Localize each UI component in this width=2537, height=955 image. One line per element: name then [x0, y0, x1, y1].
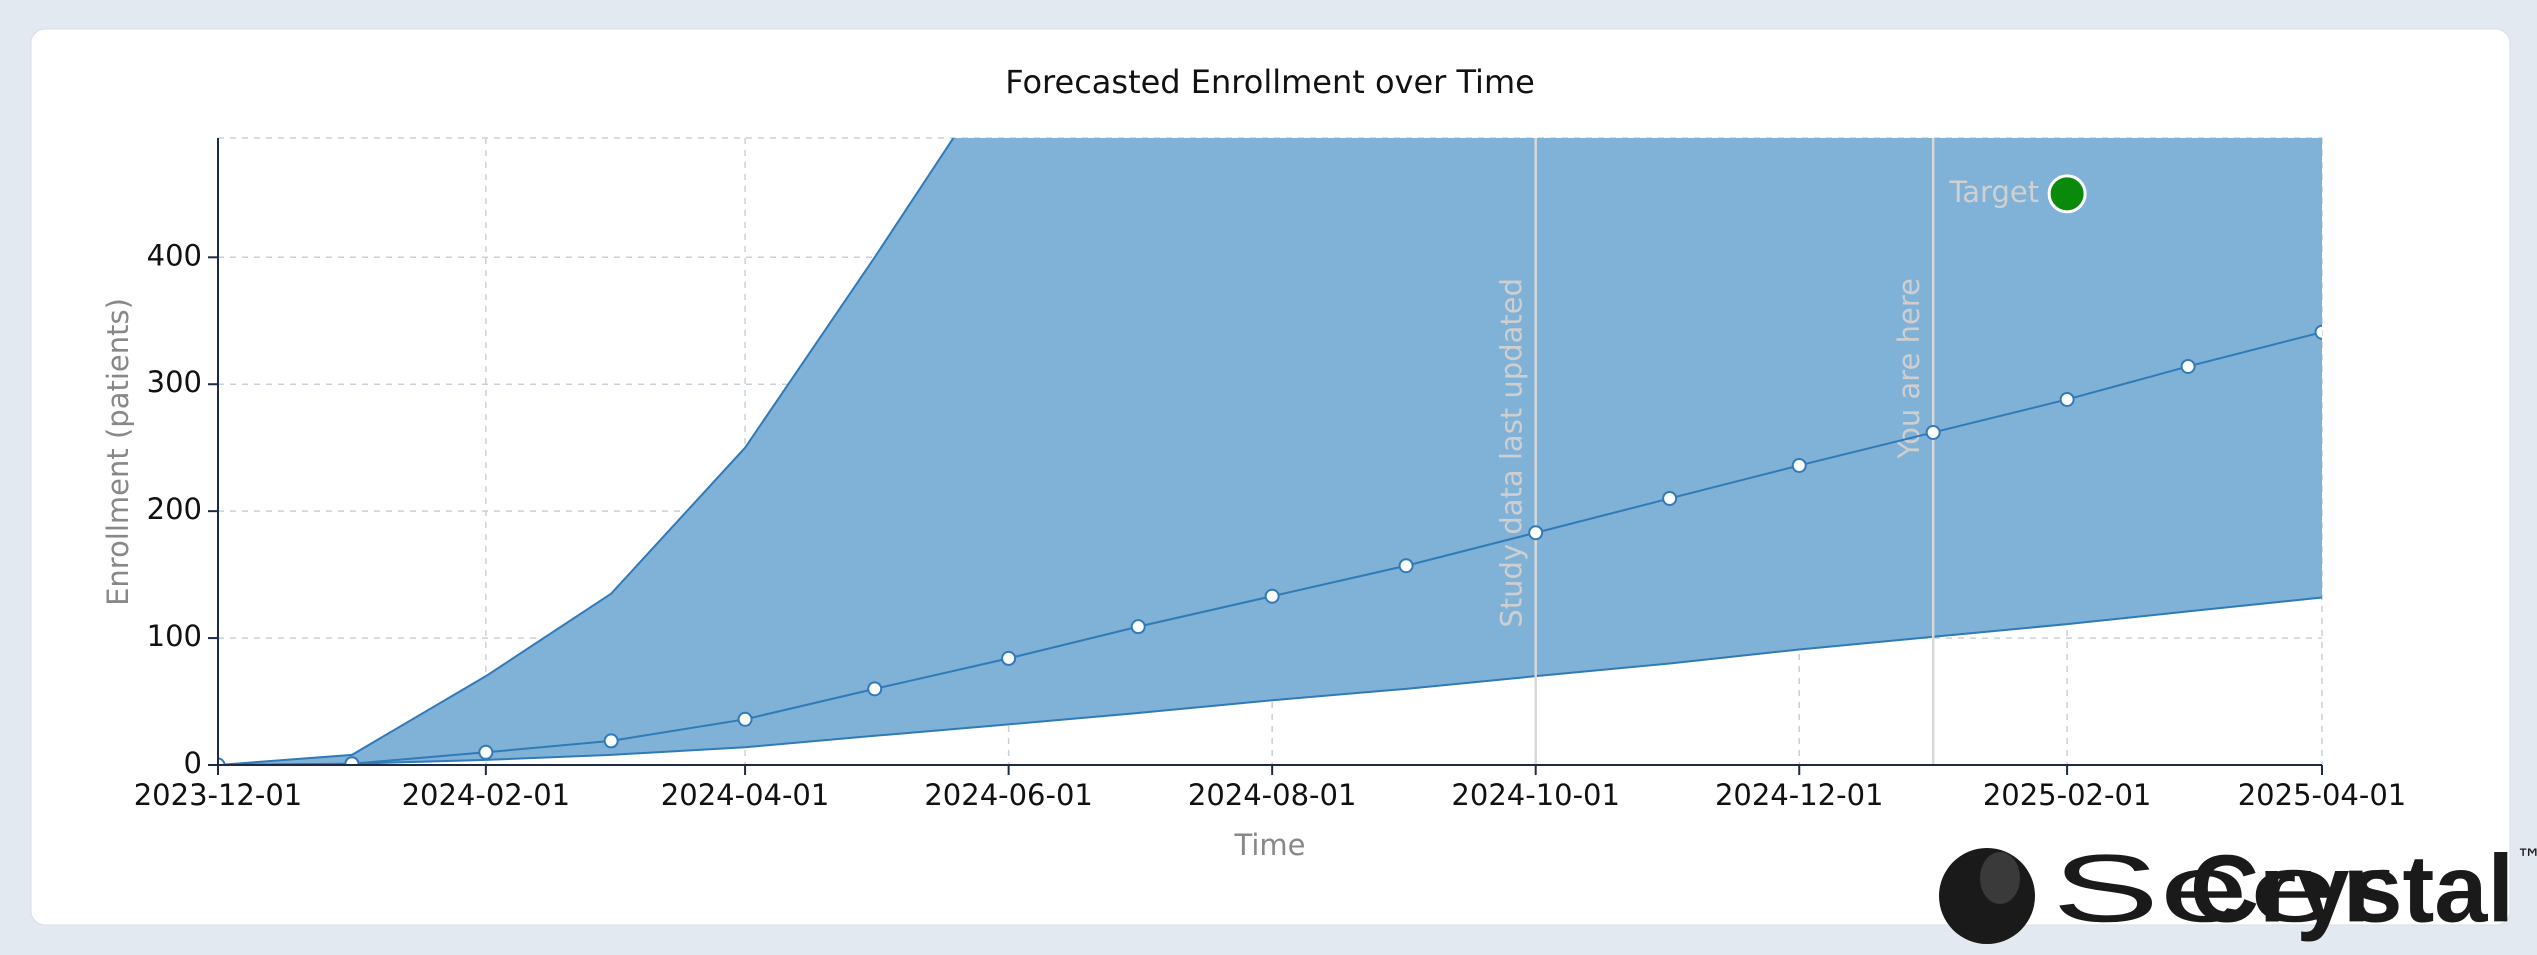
median-point	[344, 756, 360, 765]
x-tick-label: 2025-02-01	[1983, 778, 2152, 812]
annotation-label: You are here	[1892, 278, 1926, 460]
y-tick-label: 0	[184, 746, 202, 780]
median-point	[2059, 391, 2075, 407]
median-point	[478, 744, 494, 760]
median-point	[2180, 358, 2196, 374]
median-point	[603, 733, 619, 749]
forecast-band	[218, 138, 2322, 765]
clipped-layer: Study data last updated You are here Targe…	[218, 138, 2322, 765]
median-point	[218, 757, 226, 765]
logo-highlight	[1980, 852, 2020, 904]
median-point	[867, 681, 883, 697]
logo: Seer Crystal ™	[1939, 835, 2537, 944]
target-label: Target	[1948, 175, 2039, 209]
target-marker	[2047, 174, 2087, 214]
annotation-label: Study data last updated	[1495, 278, 1529, 628]
median-point	[1925, 424, 1941, 440]
x-tick-label: 2024-12-01	[1715, 778, 1884, 812]
median-point	[1791, 457, 1807, 473]
y-tick-label: 200	[147, 492, 202, 526]
median-point	[1662, 490, 1678, 506]
logo-trademark: ™	[2516, 845, 2537, 875]
median-point	[1001, 650, 1017, 666]
logo-text-bold: Crystal	[2190, 835, 2514, 942]
x-tick-label: 2024-06-01	[924, 778, 1093, 812]
y-tick-label: 300	[147, 365, 202, 399]
median-point	[1398, 558, 1414, 574]
x-tick-label: 2024-08-01	[1188, 778, 1357, 812]
plot-area: 0 100 200 300 400 2023-12-01 2024-02-01 2024-04…	[134, 137, 2407, 812]
median-point	[1130, 619, 1146, 635]
median-point	[1528, 525, 1544, 541]
x-tick-label: 2023-12-01	[134, 778, 303, 812]
x-tick-label: 2024-10-01	[1451, 778, 1620, 812]
chart-title: Forecasted Enrollment over Time	[1005, 63, 1535, 101]
x-tick-label: 2024-02-01	[402, 778, 571, 812]
x-tick-label: 2025-04-01	[2238, 778, 2407, 812]
median-point	[1264, 588, 1280, 604]
band-upper-edge	[218, 138, 955, 765]
y-tick-label: 400	[147, 238, 202, 272]
y-axis-title: Enrollment (patients)	[101, 298, 135, 606]
y-tick-label: 100	[147, 619, 202, 653]
x-axis-title: Time	[1234, 828, 1306, 862]
logo-text: Seer	[2052, 835, 2392, 942]
x-tick-label: 2024-04-01	[661, 778, 830, 812]
band-lower-edge	[218, 596, 2322, 765]
median-point	[2314, 324, 2322, 340]
median-point	[737, 711, 753, 727]
